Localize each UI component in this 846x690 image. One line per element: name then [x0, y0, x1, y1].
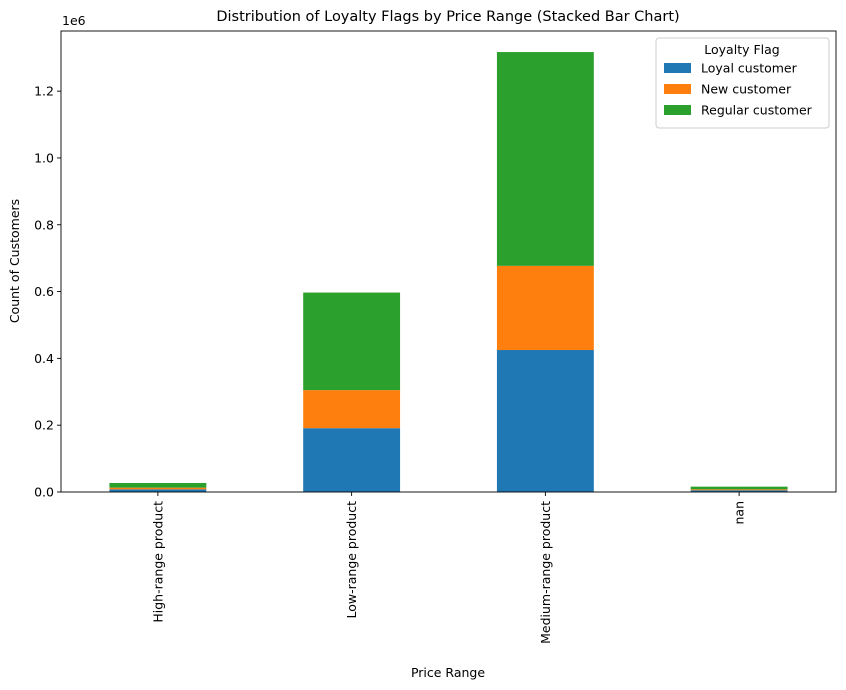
bar-regular-customer-0 — [109, 482, 207, 488]
x-tick-label: Medium-range product — [538, 501, 553, 644]
bar-new-customer-2 — [496, 265, 594, 351]
legend-swatch-new-customer — [664, 84, 691, 94]
bar-loyal-customer-1 — [303, 428, 401, 492]
x-tick-label: nan — [732, 501, 747, 525]
x-axis-label: Price Range — [411, 665, 485, 680]
legend-swatch-regular-customer — [664, 105, 691, 115]
legend: Loyalty Flag Loyal customer New customer R… — [655, 37, 830, 129]
x-tick-label: High-range product — [150, 501, 165, 623]
bar-new-customer-0 — [109, 487, 207, 490]
bar-loyal-customer-3 — [690, 490, 788, 492]
bar-loyal-customer-2 — [496, 350, 594, 492]
y-axis-label: Count of Customers — [7, 199, 22, 323]
x-axis-ticks: High-range product Low-range product Mediu… — [150, 492, 747, 644]
y-tick-label: 0.0 — [34, 485, 54, 500]
legend-label-new-customer: New customer — [701, 82, 792, 97]
y-tick-label: 0.8 — [34, 217, 54, 232]
bar-regular-customer-3 — [690, 486, 788, 490]
y-axis-ticks: 0.0 0.2 0.4 0.6 0.8 1.0 1.2 — [34, 84, 61, 500]
bar-new-customer-1 — [303, 390, 401, 429]
y-tick-label: 1.2 — [34, 84, 54, 99]
y-tick-label: 0.4 — [34, 351, 54, 366]
y-tick-label: 0.2 — [34, 418, 54, 433]
legend-label-loyal-customer: Loyal customer — [701, 61, 798, 76]
legend-items: Loyal customer New customer Regular custom… — [664, 61, 813, 118]
bars-group — [109, 52, 788, 492]
legend-label-regular-customer: Regular customer — [701, 103, 813, 118]
y-axis-offset-label: 1e6 — [62, 13, 86, 28]
y-tick-label: 1.0 — [34, 150, 54, 165]
chart-title: Distribution of Loyalty Flags by Price R… — [216, 9, 679, 25]
bar-loyal-customer-0 — [109, 489, 207, 492]
legend-swatch-loyal-customer — [664, 63, 691, 73]
legend-frame — [655, 37, 830, 129]
x-tick-label: Low-range product — [344, 501, 359, 619]
bar-regular-customer-1 — [303, 292, 401, 391]
y-tick-label: 0.6 — [34, 284, 54, 299]
plot-frame — [60, 30, 837, 493]
bar-new-customer-3 — [690, 489, 788, 491]
bar-regular-customer-2 — [496, 52, 594, 266]
legend-title: Loyalty Flag — [704, 42, 779, 57]
